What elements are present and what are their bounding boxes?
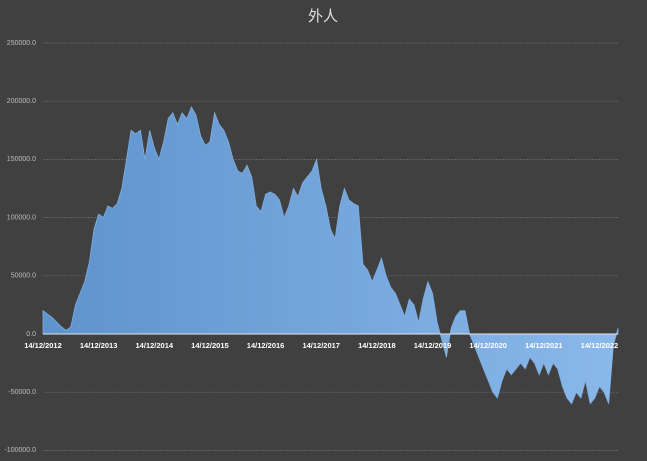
- chart-title: 外人: [308, 8, 338, 25]
- y-tick-label: 50000.0: [11, 273, 36, 280]
- x-tick-label: 14/12/2015: [191, 341, 229, 350]
- x-tick-label: 14/12/2019: [414, 341, 452, 350]
- x-tick-label: 14/12/2021: [525, 341, 563, 350]
- area: [42, 106, 619, 405]
- y-tick-label: 250000.0: [7, 40, 36, 47]
- x-tick-label: 14/12/2013: [80, 341, 118, 350]
- x-tick-label: 14/12/2020: [469, 341, 507, 350]
- x-tick-label: 14/12/2017: [302, 341, 340, 350]
- x-tick-label: 14/12/2022: [581, 341, 619, 350]
- x-tick-label: 14/12/2012: [24, 341, 62, 350]
- y-tick-label: 0.0: [26, 331, 36, 338]
- x-tick-label: 14/12/2018: [358, 341, 396, 350]
- y-tick-label: 200000.0: [7, 98, 36, 105]
- y-tick-label: -100000.0: [4, 447, 36, 454]
- y-tick-label: 150000.0: [7, 156, 36, 163]
- y-tick-label: -50000.0: [8, 389, 36, 396]
- x-tick-label: 14/12/2014: [136, 341, 174, 350]
- y-tick-label: 100000.0: [7, 214, 36, 221]
- x-tick-label: 14/12/2016: [247, 341, 285, 350]
